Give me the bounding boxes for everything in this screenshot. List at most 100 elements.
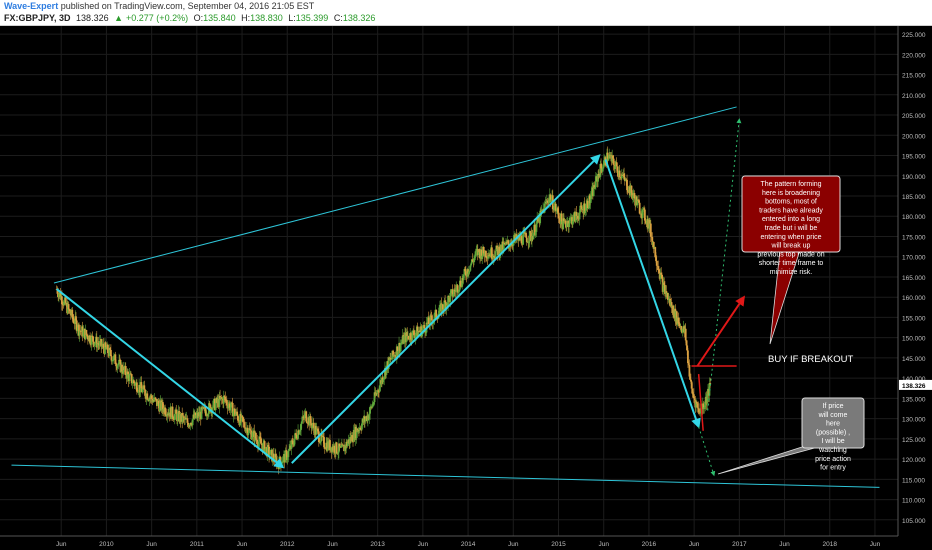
candle-body — [176, 413, 179, 422]
candle-body — [575, 212, 578, 217]
candle-body — [438, 305, 441, 311]
candle-body — [59, 292, 62, 300]
candle-body — [94, 342, 97, 344]
candle-body — [298, 431, 301, 435]
y-tick-label: 170.000 — [902, 255, 926, 262]
note-gray-text: If price will come here (possible) , I will … — [815, 403, 851, 472]
candle-body — [164, 407, 167, 415]
candle-body — [247, 432, 250, 436]
y-tick-label: 135.000 — [902, 396, 926, 403]
candle-body — [134, 382, 137, 386]
candle-body — [505, 241, 507, 245]
candle-body — [606, 152, 609, 161]
candle-body — [672, 305, 674, 315]
candle-body — [562, 218, 565, 230]
candle-body — [403, 335, 406, 344]
candle-body — [78, 330, 81, 336]
candle-body — [190, 423, 193, 425]
note-red-line: shorter time frame to — [759, 260, 824, 267]
candle-body — [320, 432, 323, 438]
candle-body — [638, 202, 641, 214]
candle-body — [267, 445, 270, 447]
candle-body — [443, 300, 446, 310]
candle-body — [583, 203, 586, 213]
candle-body — [693, 398, 696, 401]
candle-body — [451, 289, 454, 297]
y-axis-labels: 225.000 220.000 215.000 210.000 205.000 200.0… — [899, 32, 932, 525]
candle-body — [279, 456, 282, 462]
candle-body — [390, 358, 393, 360]
candle-body — [102, 343, 105, 349]
candle-body — [689, 376, 692, 380]
candle-body — [704, 405, 706, 408]
candle-body — [410, 333, 412, 340]
candle-body — [76, 330, 79, 332]
candle-body — [411, 330, 414, 341]
candle-body — [69, 309, 71, 314]
note-gray-line: I will be — [821, 438, 844, 445]
candle-body — [211, 407, 214, 413]
candle-body — [452, 294, 455, 297]
candle-body — [435, 309, 438, 318]
candle-body — [597, 174, 599, 182]
candle-body — [697, 407, 700, 409]
candle-body — [148, 397, 151, 401]
candle-body — [624, 179, 627, 182]
candle-body — [96, 343, 99, 348]
candle-body — [457, 291, 460, 293]
candle-body — [602, 166, 605, 169]
y-tick-label: 185.000 — [902, 194, 926, 201]
candle-body — [528, 241, 530, 244]
candle-body — [470, 259, 473, 264]
candle-body — [315, 428, 318, 435]
candle-body — [60, 296, 63, 305]
candle-body — [618, 170, 621, 178]
chart-header: Wave-Expert published on TradingView.com… — [0, 0, 932, 26]
high-label: H: — [241, 13, 251, 23]
candle-body — [164, 414, 167, 416]
ohlc-line: FX:GBPJPY, 3D 138.326 ▲ +0.277 (+0.2%) O:… — [4, 13, 378, 23]
candle-body — [662, 282, 665, 292]
candle-body — [607, 158, 610, 161]
candle-body — [109, 348, 112, 350]
candle-body — [114, 354, 117, 365]
candle-body — [534, 231, 537, 235]
candle-body — [473, 256, 476, 259]
x-tick-label: Jun — [146, 541, 157, 548]
candle-body — [236, 411, 239, 416]
time-axis[interactable] — [0, 536, 932, 550]
candle-body — [258, 436, 261, 442]
candle-body — [681, 328, 684, 333]
candle-body — [323, 447, 326, 449]
candle-body — [614, 165, 617, 169]
candle-body — [137, 391, 140, 393]
candle-body — [264, 448, 267, 454]
y-tick-label: 200.000 — [902, 133, 926, 140]
candle-body — [232, 411, 235, 417]
price-axis[interactable] — [898, 26, 932, 536]
projection-down-arrow — [698, 426, 716, 477]
candle-body — [346, 442, 349, 447]
author-name[interactable]: Wave-Expert — [4, 1, 59, 11]
open-label: O: — [193, 13, 204, 23]
symbol-label[interactable]: FX:GBPJPY, 3D — [4, 13, 71, 23]
candle-body — [274, 454, 276, 462]
candle-body — [605, 165, 608, 166]
candle-body — [529, 231, 532, 233]
price-chart[interactable]: 225.000 220.000 215.000 210.000 205.000 200.0… — [0, 26, 932, 550]
candle-body — [528, 231, 531, 242]
candle-body — [623, 173, 625, 178]
candle-body — [223, 395, 226, 397]
candle-body — [493, 255, 496, 258]
candle-body — [473, 258, 475, 263]
candle-body — [92, 336, 94, 342]
candle-body — [498, 246, 501, 257]
candle-body — [293, 439, 296, 446]
note-gray-line: If price — [822, 403, 843, 410]
candle-body — [260, 438, 262, 444]
candle-body — [95, 336, 98, 348]
candle-body — [631, 192, 634, 198]
candle-body — [285, 450, 288, 452]
note-gray-line: here — [826, 421, 840, 428]
candle-body — [266, 445, 269, 457]
